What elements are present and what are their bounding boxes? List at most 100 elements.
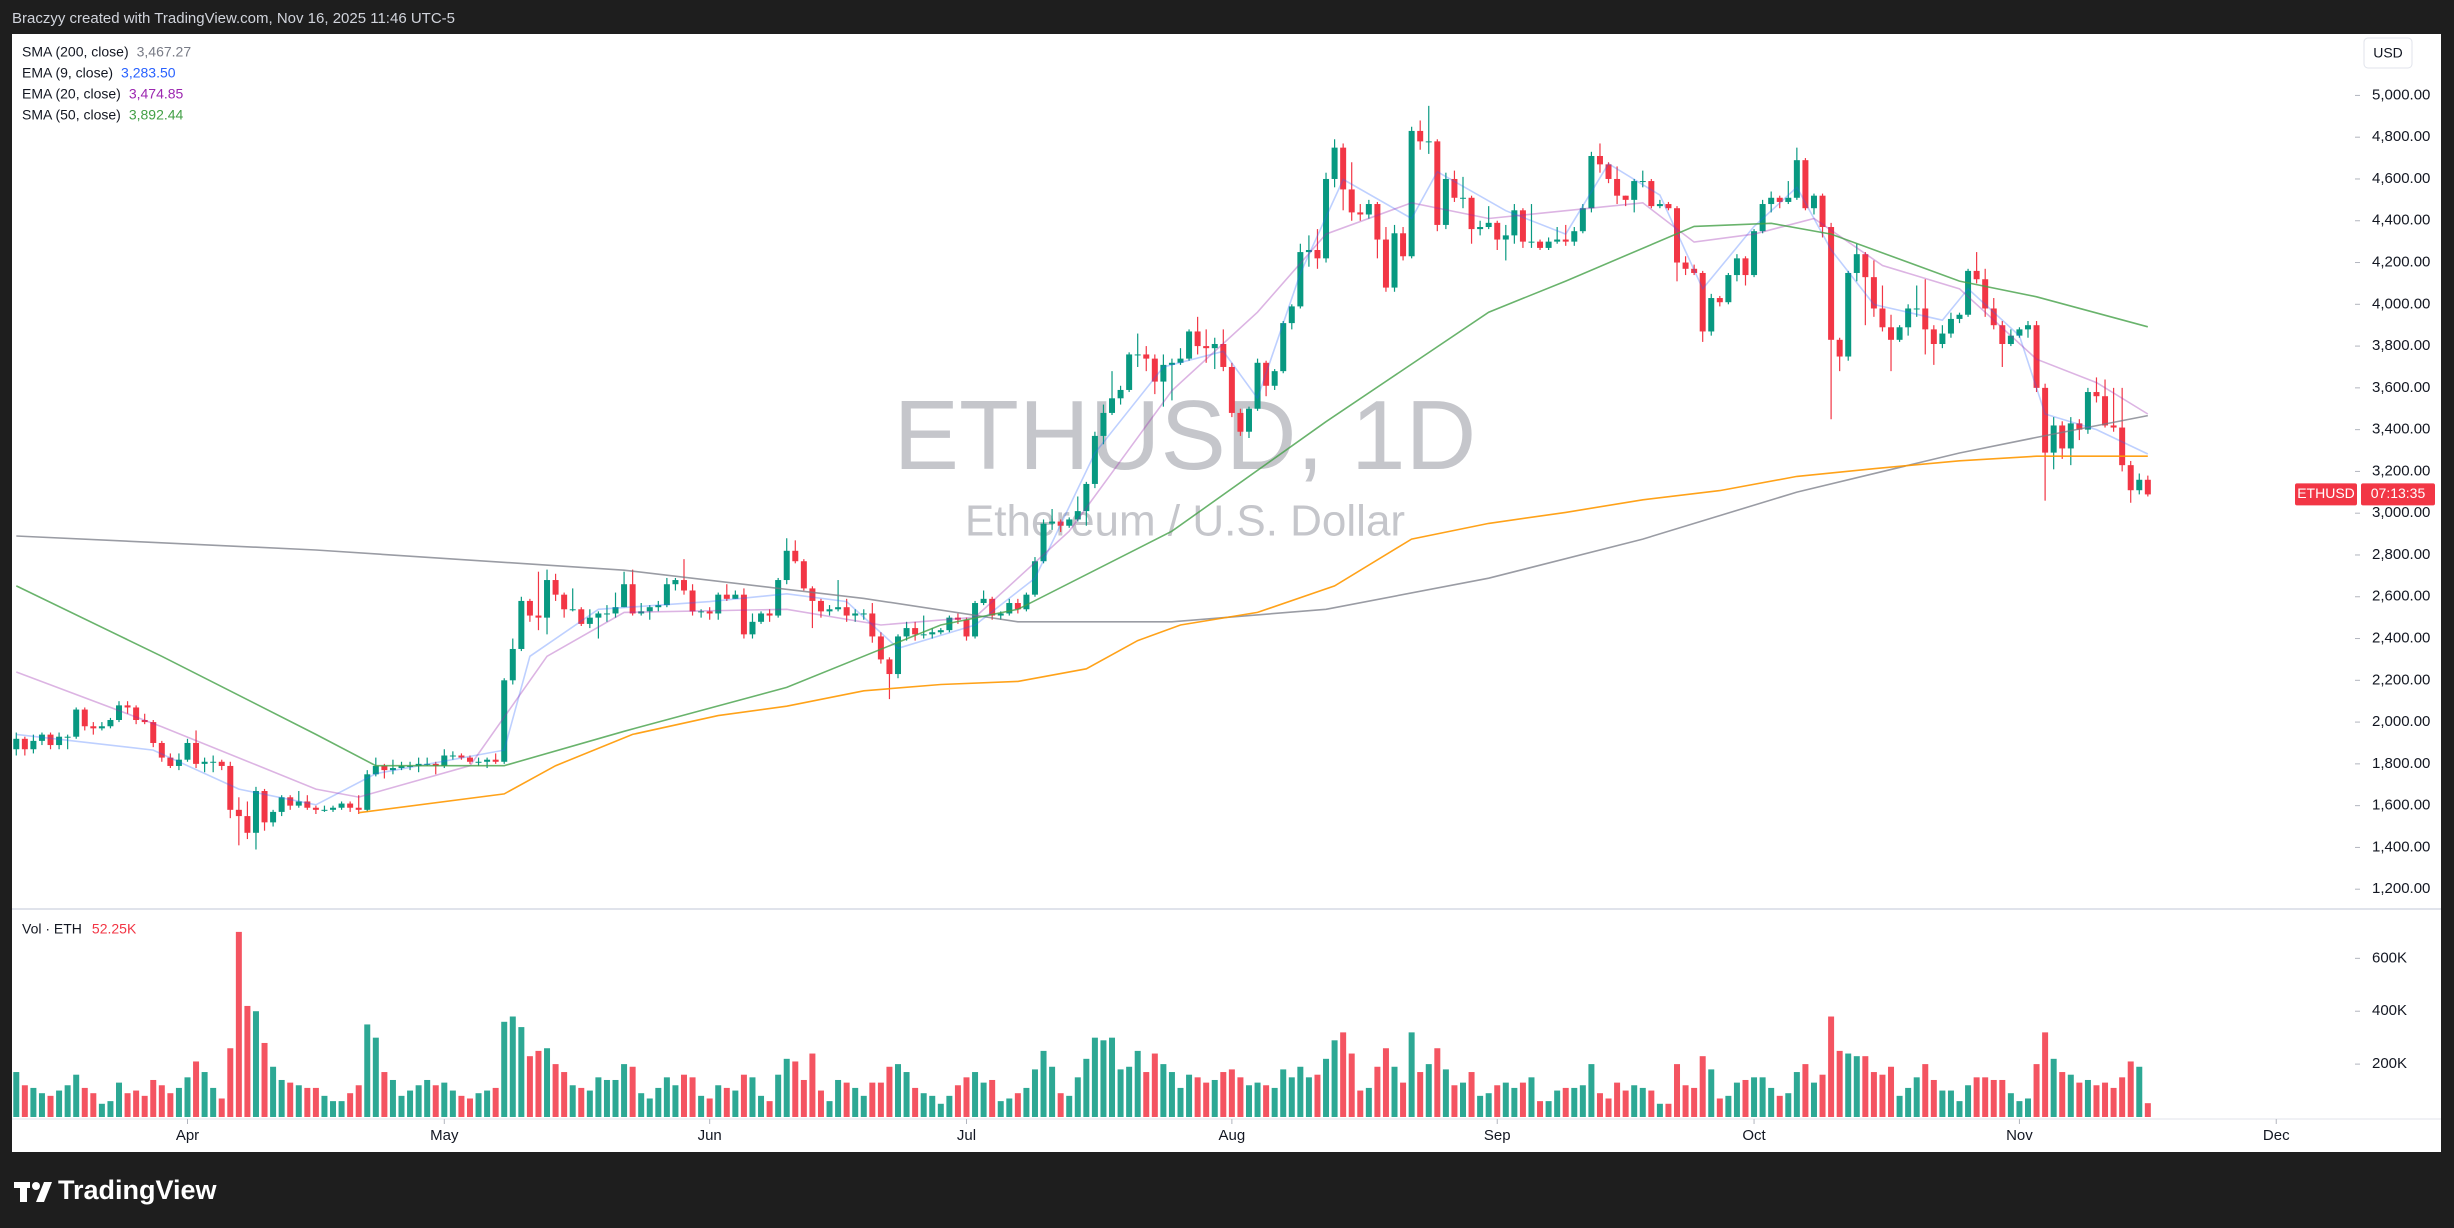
candle-body — [124, 705, 131, 708]
volume-bar — [73, 1074, 80, 1117]
volume-bar — [758, 1095, 765, 1117]
volume-bar — [1160, 1064, 1167, 1117]
volume-bar — [835, 1079, 842, 1117]
candle-body — [1425, 141, 1432, 143]
candle-body — [895, 636, 902, 675]
volume-bar — [295, 1085, 302, 1117]
candle-body — [158, 742, 165, 758]
candle-body — [1939, 333, 1946, 344]
candle-body — [1074, 511, 1081, 520]
volume-bar — [715, 1085, 722, 1117]
candle-body — [244, 816, 251, 833]
candle-body — [954, 617, 961, 620]
volume-bar — [167, 1093, 174, 1117]
candle-body — [1836, 339, 1843, 357]
volume-bar — [740, 1074, 747, 1117]
candle-body — [1151, 358, 1158, 382]
candle-body — [381, 765, 388, 771]
candle-body — [1862, 254, 1869, 278]
candle-body — [912, 628, 919, 635]
candle-body — [116, 705, 123, 720]
volume-bar — [184, 1077, 191, 1117]
y-tick-label: 1,600.00 — [2372, 797, 2430, 814]
volume-bar — [1990, 1079, 1997, 1117]
candle-body — [1708, 298, 1715, 332]
candle-body — [1990, 308, 1997, 326]
candle-body — [1502, 235, 1509, 240]
indicator-line — [358, 455, 2148, 814]
footer-logo-icon[interactable] — [14, 1182, 52, 1202]
candle-body — [681, 580, 687, 591]
volume-bar — [1057, 1093, 1064, 1117]
candle-body — [1143, 354, 1150, 359]
candle-body — [1091, 435, 1098, 484]
volume-bar — [1417, 1072, 1424, 1117]
volume-bar — [1913, 1077, 1920, 1117]
y-tick-label: 2,800.00 — [2372, 546, 2430, 563]
candle-body — [2042, 387, 2049, 453]
candle-body — [1160, 364, 1167, 382]
candle-body — [1802, 160, 1809, 209]
footer-logo[interactable]: TradingView — [58, 1175, 218, 1205]
candle-body — [1168, 362, 1175, 365]
candle-body — [1528, 241, 1535, 243]
candle-body — [1930, 329, 1937, 344]
volume-bar — [792, 1061, 799, 1117]
candle-body — [1879, 308, 1886, 328]
candle-body — [1716, 298, 1723, 303]
volume-bar — [381, 1072, 388, 1117]
candle-body — [2136, 479, 2143, 491]
candle-body — [1408, 130, 1415, 257]
volume-bar — [937, 1103, 944, 1117]
candle-body — [1340, 147, 1347, 190]
candle-body — [1511, 210, 1518, 236]
candle-body — [1031, 561, 1038, 595]
volume-bar — [1614, 1082, 1621, 1117]
candle-body — [852, 613, 859, 616]
candle-body — [2024, 325, 2031, 330]
volume-bar — [1494, 1085, 1501, 1117]
candle-body — [1314, 249, 1321, 259]
candle-body — [1588, 155, 1595, 209]
countdown: 07:13:35 — [2371, 485, 2426, 501]
x-tick-label: Nov — [2006, 1127, 2033, 1144]
volume-bar — [407, 1090, 414, 1117]
volume-bar — [501, 1021, 508, 1117]
candle-body — [107, 719, 114, 727]
candle-body — [1434, 141, 1441, 225]
symbol-tag-box — [2295, 483, 2357, 506]
candle-body — [629, 584, 636, 614]
volume-pane — [13, 931, 2151, 1117]
candle-body — [21, 738, 28, 750]
volume-bar — [826, 1101, 833, 1117]
volume-bar — [98, 1103, 105, 1117]
volume-bar — [1109, 1037, 1116, 1117]
volume-bar — [1263, 1085, 1270, 1117]
logo-mark[interactable] — [32, 1182, 40, 1190]
candle-body — [218, 761, 225, 766]
candle-body — [304, 801, 311, 808]
currency-label[interactable]: USD — [2373, 45, 2403, 61]
candle-body — [1400, 233, 1407, 257]
volume-bar — [1143, 1072, 1150, 1117]
currency-box[interactable] — [2363, 37, 2413, 69]
candle-body — [321, 809, 328, 811]
volume-bar — [2024, 1098, 2031, 1117]
volume-bar — [116, 1082, 123, 1117]
logo-mark[interactable] — [20, 1182, 27, 1202]
y-tick-label: 3,800.00 — [2372, 337, 2430, 354]
candle-body — [1699, 272, 1706, 332]
legend-value: 3,892.44 — [129, 107, 184, 123]
candle-body — [484, 759, 491, 762]
volume-bar — [1870, 1072, 1877, 1117]
volume-bar — [1451, 1085, 1458, 1117]
volume-bar — [355, 1085, 362, 1117]
candle-body — [1537, 241, 1544, 248]
volume-bar — [766, 1101, 773, 1117]
symbol-tag: ETHUSD — [2297, 485, 2355, 501]
volume-bar — [1622, 1090, 1629, 1117]
logo-mark[interactable] — [36, 1182, 52, 1202]
candle-body — [175, 759, 182, 766]
candle-body — [800, 561, 807, 589]
volume-bar — [1323, 1058, 1330, 1117]
